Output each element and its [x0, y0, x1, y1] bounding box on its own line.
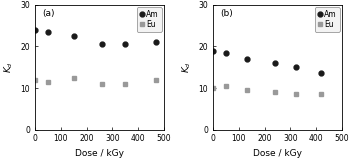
Eu — [319, 93, 324, 95]
Eu — [100, 83, 104, 85]
Legend: Am, Eu: Am, Eu — [137, 7, 162, 32]
Am — [294, 66, 298, 68]
Am — [273, 62, 277, 64]
Line: Eu: Eu — [33, 75, 158, 86]
Am — [33, 29, 37, 31]
Line: Am: Am — [32, 27, 159, 47]
X-axis label: Dose / kGy: Dose / kGy — [75, 149, 124, 158]
Am — [46, 31, 50, 33]
Am — [72, 35, 76, 37]
Line: Am: Am — [210, 48, 324, 76]
Am — [100, 43, 104, 45]
Eu — [33, 79, 37, 81]
Eu — [72, 77, 76, 79]
Eu — [123, 83, 127, 85]
Eu — [294, 93, 298, 95]
Eu — [46, 81, 50, 83]
Y-axis label: $K_d$: $K_d$ — [2, 61, 15, 73]
Eu — [224, 85, 228, 87]
X-axis label: Dose / kGy: Dose / kGy — [253, 149, 302, 158]
Am — [123, 43, 127, 45]
Eu — [211, 87, 215, 89]
Text: (b): (b) — [221, 9, 233, 18]
Eu — [273, 91, 277, 93]
Am — [224, 52, 228, 54]
Text: (a): (a) — [43, 9, 55, 18]
Am — [211, 50, 215, 52]
Y-axis label: $K_d$: $K_d$ — [180, 61, 193, 73]
Am — [319, 73, 324, 75]
Legend: Am, Eu: Am, Eu — [315, 7, 340, 32]
Am — [244, 58, 248, 60]
Line: Eu: Eu — [211, 84, 324, 97]
Eu — [244, 89, 248, 91]
Eu — [154, 79, 158, 81]
Am — [154, 41, 158, 43]
